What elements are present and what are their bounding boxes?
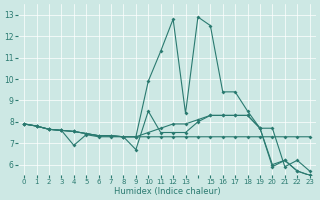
X-axis label: Humidex (Indice chaleur): Humidex (Indice chaleur) xyxy=(114,187,220,196)
